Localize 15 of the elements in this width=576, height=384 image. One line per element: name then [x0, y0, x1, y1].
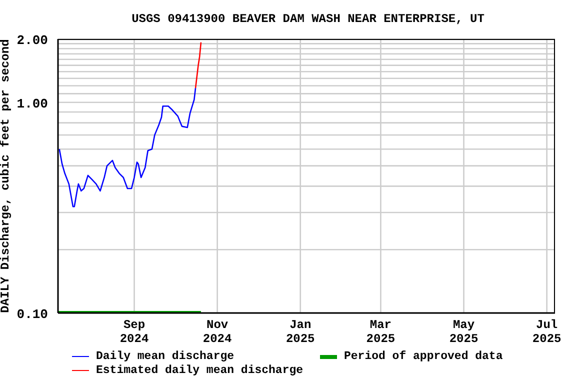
legend-label: Estimated daily mean discharge [96, 364, 304, 377]
y-tick-label: 0.10 [16, 307, 48, 322]
y-tick-label: 1.00 [16, 96, 48, 112]
chart-title: USGS 09413900 BEAVER DAM WASH NEAR ENTERPRISE, UT [130, 11, 486, 28]
x-tick-label: Nov 2024 [202, 318, 232, 346]
y-tick-label: 2.00 [16, 33, 48, 48]
x-tick-label: Jul 2025 [532, 318, 562, 346]
x-tick-label: Mar 2025 [366, 318, 396, 346]
x-tick-label: May 2025 [449, 318, 478, 346]
line-series [58, 87, 196, 208]
x-tick-label: Jan 2025 [286, 318, 315, 346]
line-series [194, 42, 202, 89]
x-tick-label: Sep 2024 [120, 318, 149, 346]
legend-label: Period of approved data [344, 350, 503, 363]
legend-label: Daily mean discharge [96, 350, 234, 363]
